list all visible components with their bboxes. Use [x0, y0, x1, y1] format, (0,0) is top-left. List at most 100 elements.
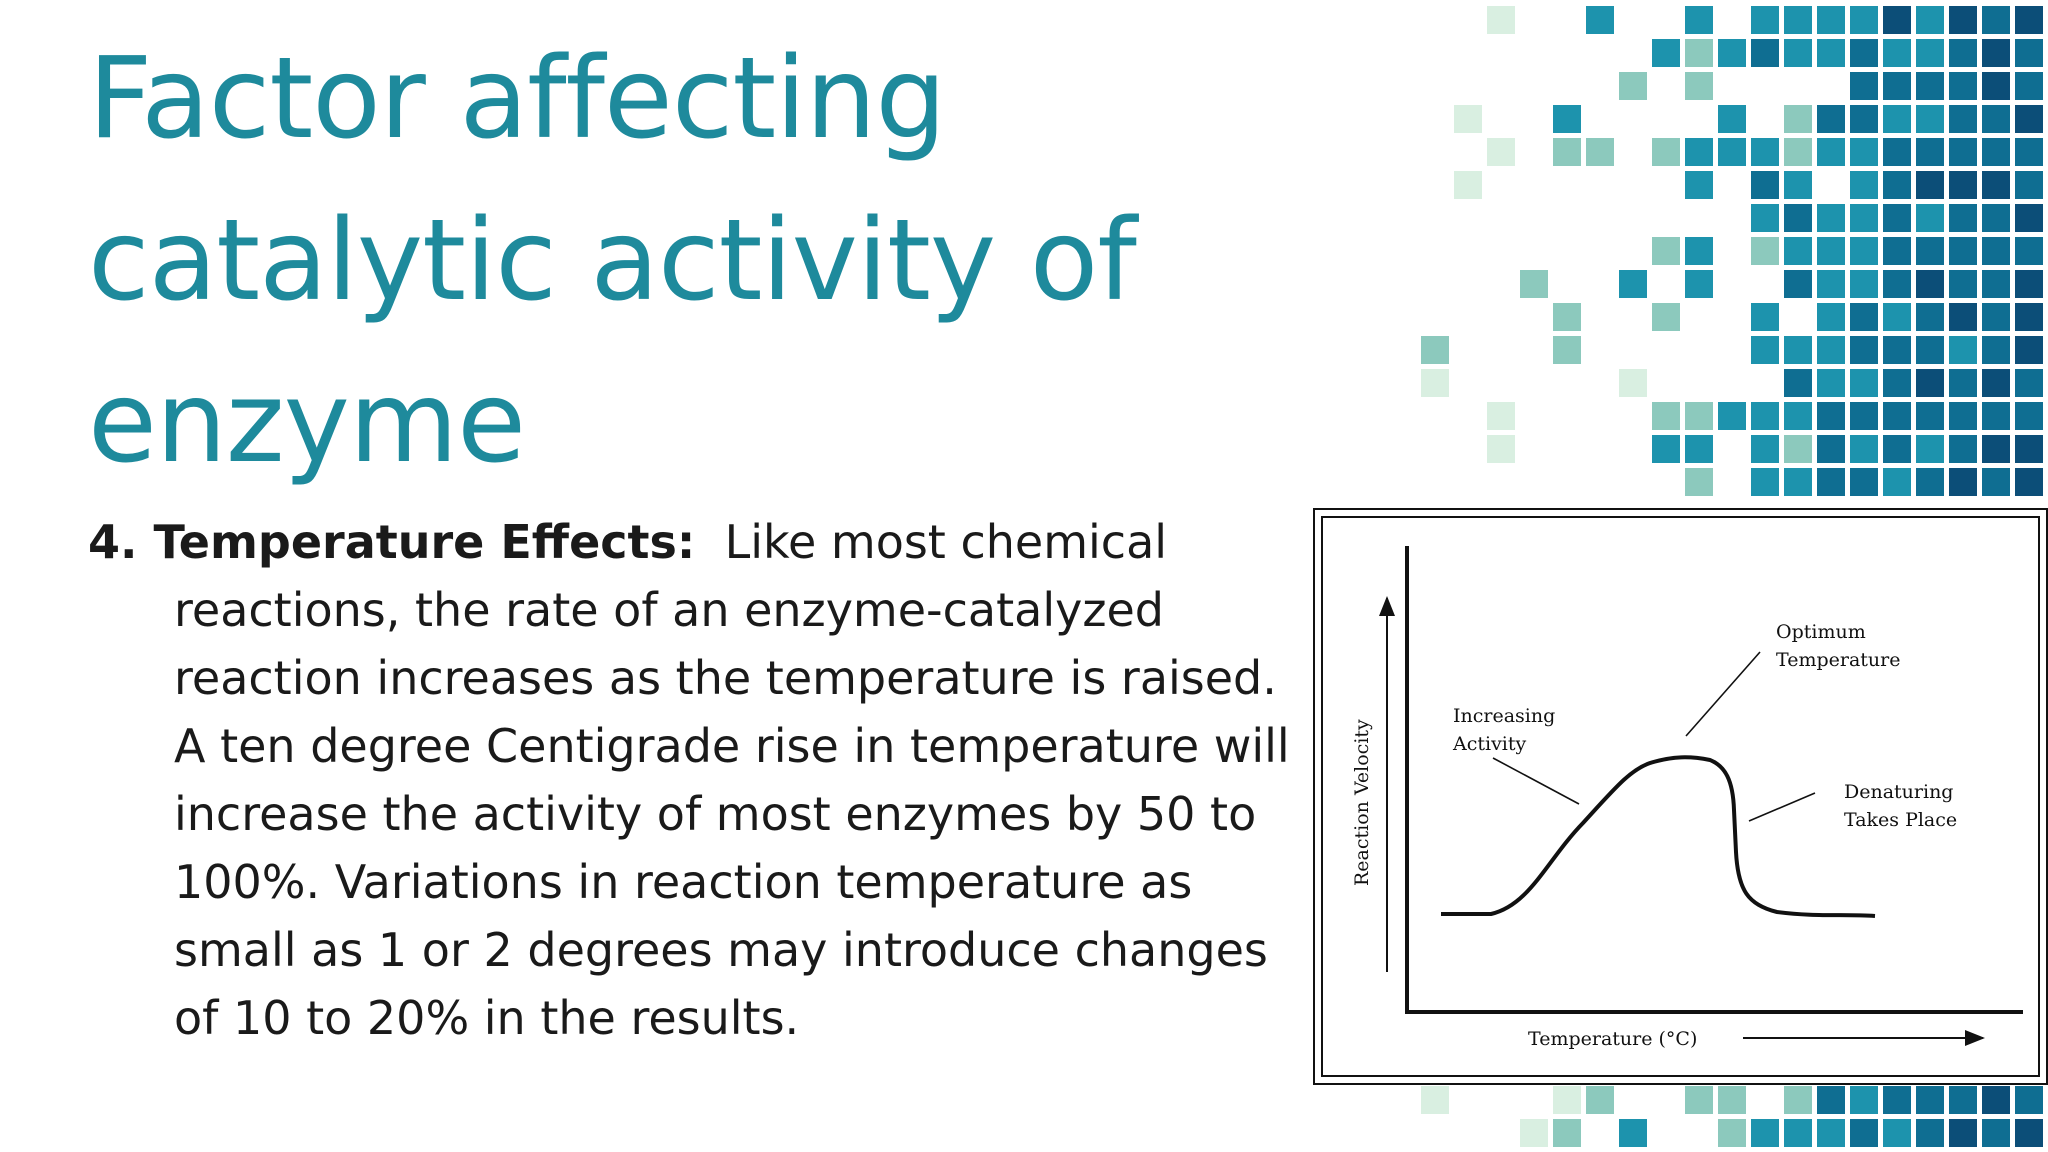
- mosaic-tile: [1784, 336, 1812, 364]
- mosaic-tile: [1883, 138, 1911, 166]
- mosaic-tile: [1883, 270, 1911, 298]
- mosaic-tile: [2015, 270, 2043, 298]
- mosaic-tile: [1685, 402, 1713, 430]
- mosaic-tile: [1817, 105, 1845, 133]
- mosaic-tile: [1652, 303, 1680, 331]
- mosaic-tile: [1619, 270, 1647, 298]
- mosaic-tile: [1718, 105, 1746, 133]
- mosaic-tile: [1817, 435, 1845, 463]
- mosaic-tile: [1817, 369, 1845, 397]
- mosaic-tile: [1982, 270, 2010, 298]
- mosaic-tile: [1487, 402, 1515, 430]
- optimum-label-2: Temperature: [1776, 649, 1900, 671]
- slide-title: Factor affecting catalytic activity of e…: [88, 18, 1388, 504]
- mosaic-tile: [1982, 468, 2010, 496]
- mosaic-tile: [1718, 39, 1746, 67]
- mosaic-tile: [1982, 303, 2010, 331]
- optimum-label-1: Optimum: [1776, 621, 1866, 643]
- mosaic-tile: [1916, 171, 1944, 199]
- mosaic-tile: [1784, 105, 1812, 133]
- mosaic-tile: [1421, 1086, 1449, 1114]
- increasing-label-2: Activity: [1452, 733, 1527, 755]
- mosaic-tile: [1751, 171, 1779, 199]
- mosaic-tile: [2015, 204, 2043, 232]
- mosaic-tile: [1883, 1119, 1911, 1147]
- mosaic-tile: [1685, 435, 1713, 463]
- mosaic-tile: [1916, 72, 1944, 100]
- mosaic-tile: [1883, 336, 1911, 364]
- mosaic-tile: [1916, 138, 1944, 166]
- mosaic-tile: [1685, 72, 1713, 100]
- denaturing-label-1: Denaturing: [1844, 781, 1953, 803]
- mosaic-tile: [1982, 105, 2010, 133]
- mosaic-tile: [1586, 6, 1614, 34]
- mosaic-tile: [1949, 270, 1977, 298]
- mosaic-tile: [2015, 402, 2043, 430]
- mosaic-tile: [1751, 1119, 1779, 1147]
- mosaic-tile: [1916, 39, 1944, 67]
- mosaic-tile: [1817, 138, 1845, 166]
- mosaic-tile: [1619, 369, 1647, 397]
- mosaic-tile: [1949, 171, 1977, 199]
- mosaic-tile: [2015, 435, 2043, 463]
- point-line: increase the activity of most enzymes by…: [174, 787, 1257, 841]
- mosaic-tile: [1916, 237, 1944, 265]
- mosaic-tile: [2015, 105, 2043, 133]
- title-line: enzyme: [88, 358, 526, 488]
- mosaic-tile: [1652, 138, 1680, 166]
- mosaic-tile: [1949, 402, 1977, 430]
- figure-drawing: Reaction Velocity Temperature (°C) Incre…: [1351, 546, 2023, 1050]
- mosaic-tile: [1850, 138, 1878, 166]
- optimum-pointer: [1685, 651, 1761, 737]
- mosaic-tile: [1817, 336, 1845, 364]
- mosaic-tile: [1850, 171, 1878, 199]
- mosaic-tile: [1949, 237, 1977, 265]
- mosaic-tile: [1685, 171, 1713, 199]
- mosaic-tile: [1817, 1119, 1845, 1147]
- mosaic-tile: [1883, 171, 1911, 199]
- mosaic-tile: [1520, 1119, 1548, 1147]
- mosaic-tile: [1751, 39, 1779, 67]
- mosaic-tile: [1949, 1119, 1977, 1147]
- mosaic-tile: [1883, 1086, 1911, 1114]
- increasing-pointer: [1492, 757, 1580, 805]
- mosaic-tile: [1454, 105, 1482, 133]
- mosaic-tile: [1916, 105, 1944, 133]
- mosaic-tile: [1454, 171, 1482, 199]
- mosaic-tile: [2015, 138, 2043, 166]
- mosaic-tile: [1916, 204, 1944, 232]
- mosaic-tile: [1916, 369, 1944, 397]
- mosaic-tile: [1652, 402, 1680, 430]
- mosaic-tile: [1949, 39, 1977, 67]
- mosaic-tile: [2015, 171, 2043, 199]
- mosaic-tile: [1784, 1086, 1812, 1114]
- mosaic-tile: [1718, 402, 1746, 430]
- mosaic-tile: [1850, 1119, 1878, 1147]
- mosaic-tile: [1883, 303, 1911, 331]
- mosaic-tile: [2015, 39, 2043, 67]
- mosaic-tile: [1751, 468, 1779, 496]
- point-label: 4. Temperature Effects:: [88, 515, 696, 569]
- mosaic-tile: [1817, 237, 1845, 265]
- mosaic-tile: [1916, 303, 1944, 331]
- mosaic-tile: [1817, 303, 1845, 331]
- mosaic-tile: [1982, 138, 2010, 166]
- mosaic-tile: [1982, 1119, 2010, 1147]
- mosaic-tile: [1850, 39, 1878, 67]
- mosaic-tile: [1784, 171, 1812, 199]
- mosaic-tile: [1850, 72, 1878, 100]
- mosaic-tile: [1817, 39, 1845, 67]
- mosaic-tile: [1553, 138, 1581, 166]
- y-axis-label: Reaction Velocity: [1351, 719, 1373, 886]
- mosaic-tile: [1817, 6, 1845, 34]
- mosaic-tile: [1487, 435, 1515, 463]
- mosaic-tile: [1784, 138, 1812, 166]
- mosaic-tile: [1949, 369, 1977, 397]
- mosaic-tile: [1982, 336, 2010, 364]
- point-line: of 10 to 20% in the results.: [174, 991, 800, 1045]
- mosaic-tile: [1850, 435, 1878, 463]
- mosaic-tile: [1685, 468, 1713, 496]
- mosaic-tile: [1784, 369, 1812, 397]
- mosaic-tile: [1883, 369, 1911, 397]
- mosaic-tile: [1883, 6, 1911, 34]
